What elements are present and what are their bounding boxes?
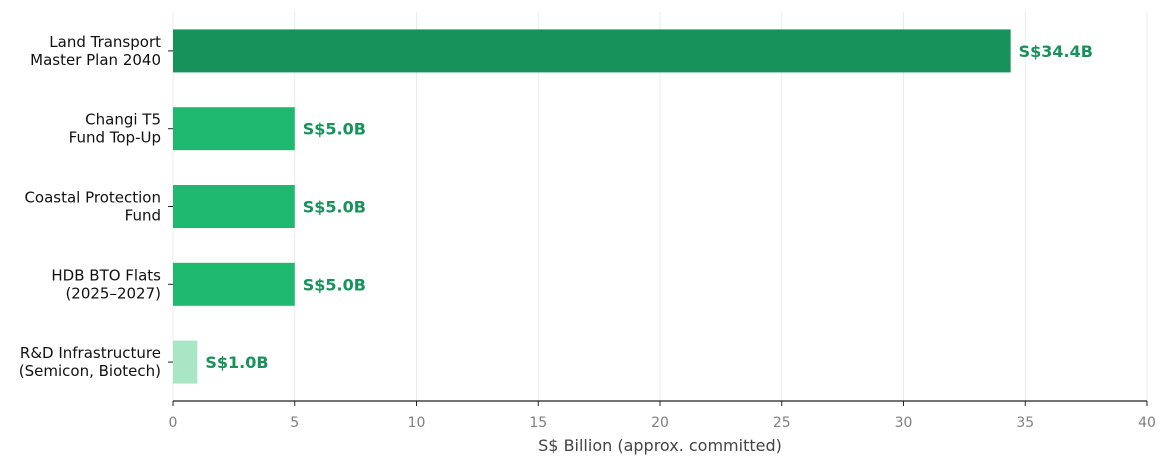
category-label: (2025–2027): [65, 284, 161, 302]
x-tick-label: 10: [408, 415, 426, 431]
x-tick-label: 5: [290, 415, 299, 431]
data-labels: S$34.4B S$5.0B S$5.0B S$5.0B S$1.0B: [205, 42, 1093, 372]
x-tick-label: 25: [773, 415, 791, 431]
x-tick-label: 30: [895, 415, 913, 431]
data-label: S$5.0B: [303, 275, 366, 294]
category-label: Master Plan 2040: [30, 51, 161, 69]
data-label: S$1.0B: [205, 353, 268, 372]
category-label: R&D Infrastructure: [20, 344, 161, 362]
bar: [173, 29, 1011, 73]
bars: [173, 29, 1011, 384]
category-label: Changi T5: [85, 111, 161, 129]
x-axis-title: S$ Billion (approx. committed): [538, 436, 782, 455]
data-label: S$5.0B: [303, 198, 366, 217]
category-label: Fund Top-Up: [69, 129, 161, 147]
x-tick-label: 15: [529, 415, 547, 431]
x-tick-label: 20: [651, 415, 669, 431]
bar: [173, 185, 295, 228]
data-label: S$5.0B: [303, 120, 366, 139]
x-tick-label: 0: [169, 415, 178, 431]
category-label: (Semicon, Biotech): [19, 362, 161, 380]
x-tick-label: 35: [1016, 415, 1034, 431]
category-label: Fund: [125, 207, 161, 225]
category-label: HDB BTO Flats: [51, 266, 161, 284]
x-tick-label: 40: [1138, 415, 1156, 431]
gridlines: [172, 12, 1148, 401]
data-label: S$34.4B: [1019, 42, 1093, 61]
category-label: Land Transport: [49, 33, 161, 51]
bar: [173, 340, 198, 384]
category-label: Coastal Protection: [24, 189, 161, 207]
x-axis: 0 5 10 15 20 25 30 35 40: [169, 400, 1156, 431]
bar: [173, 107, 295, 151]
bar: [173, 262, 295, 306]
